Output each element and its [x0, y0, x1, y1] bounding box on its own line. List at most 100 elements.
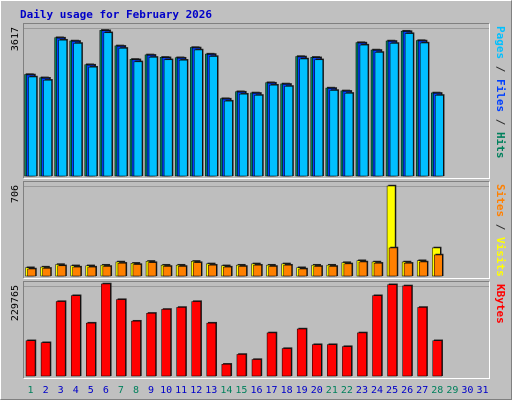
- bar-pages-day-14: [224, 100, 233, 177]
- panel-kbytes: 229765 KBytes: [10, 281, 507, 379]
- bar-kbytes-day-9: [146, 313, 156, 377]
- y-max-label: 3617: [10, 27, 21, 51]
- bar-sites-day-19: [298, 268, 307, 277]
- bar-pages-day-18: [284, 86, 293, 177]
- x-tick-label-day-17: 17: [266, 385, 278, 396]
- bar-kbytes-day-2: [40, 342, 51, 377]
- bar-sites-day-12: [192, 262, 202, 277]
- bar-sites-day-25: [388, 247, 398, 277]
- bar-kbytes-day-1: [25, 340, 36, 377]
- x-tick-label-day-6: 6: [103, 385, 109, 396]
- bar-kbytes-day-28: [432, 340, 443, 377]
- chart-panels: 3617 Pages / Files / Hits 706 Sites / Visit…: [10, 23, 507, 379]
- bar-sites-day-17: [268, 266, 277, 277]
- bar-sites-day-3: [57, 265, 66, 277]
- bar-sites-day-11: [177, 266, 187, 277]
- bar-kbytes-day-8: [131, 320, 141, 377]
- bar-kbytes-day-10: [161, 309, 171, 377]
- bar-kbytes-day-17: [266, 332, 277, 377]
- bar-pages-day-22: [344, 93, 354, 177]
- bar-pages-day-17: [269, 84, 278, 177]
- bar-kbytes-day-13: [206, 322, 217, 377]
- bar-sites-day-22: [343, 263, 353, 277]
- bar-pages-day-26: [404, 33, 414, 177]
- x-tick-label-day-3: 3: [58, 385, 64, 396]
- x-tick-label-day-21: 21: [326, 385, 338, 396]
- bar-pages-day-25: [389, 43, 399, 177]
- bar-kbytes-day-25: [387, 284, 397, 377]
- chart-title: Daily usage for February 2026: [20, 8, 212, 21]
- panel-frame-bottom-right: [23, 181, 490, 279]
- x-tick-label-day-22: 22: [341, 385, 353, 396]
- x-tick-label-day-13: 13: [205, 385, 217, 396]
- bar-kbytes-day-7: [116, 299, 126, 377]
- bar-pages-day-13: [209, 56, 218, 177]
- x-tick-label-day-25: 25: [386, 385, 398, 396]
- bar-pages-day-12: [193, 49, 203, 177]
- legend-part: /: [494, 59, 507, 79]
- x-tick-label-day-26: 26: [401, 385, 413, 396]
- bar-sites-day-9: [147, 262, 157, 277]
- legend-part: /: [494, 112, 507, 132]
- bar-kbytes-day-26: [402, 285, 412, 377]
- bar-sites-day-6: [102, 266, 112, 277]
- bar-pages-day-9: [148, 57, 158, 177]
- bar-sites-day-2: [42, 268, 51, 277]
- panel-frame-bottom-right: [23, 281, 490, 379]
- legend-part: /: [494, 217, 507, 237]
- series-legend-label: KBytes: [494, 284, 507, 324]
- panel-hits_files_pages: 3617 Pages / Files / Hits: [10, 23, 507, 179]
- panel-frame-top-left: [23, 181, 490, 279]
- bar-pages-day-10: [163, 59, 173, 177]
- x-tick-label-day-8: 8: [133, 385, 139, 396]
- bar-pages-day-7: [118, 48, 128, 177]
- bar-kbytes-day-24: [372, 295, 382, 377]
- bar-pages-day-20: [314, 59, 324, 177]
- bar-pages-day-3: [58, 39, 67, 177]
- x-tick-label-day-1: 1: [28, 385, 34, 396]
- x-tick-label-day-5: 5: [88, 385, 94, 396]
- bar-sites-day-26: [403, 263, 413, 277]
- series-legend-label: Sites / Visits: [494, 184, 507, 277]
- bar-sites-day-13: [208, 264, 217, 277]
- bar-kbytes-day-20: [312, 344, 322, 377]
- bar-kbytes-day-11: [176, 307, 186, 377]
- bar-pages-day-19: [299, 58, 308, 177]
- panel-visits_sites: 706 Sites / Visits: [10, 181, 507, 279]
- bar-pages-day-23: [359, 44, 369, 177]
- legend-part: Pages: [494, 26, 507, 59]
- x-tick-label-day-11: 11: [175, 385, 187, 396]
- x-tick-label-day-12: 12: [190, 385, 202, 396]
- legend-part: Files: [494, 79, 507, 112]
- bar-kbytes-day-5: [86, 322, 96, 377]
- y-max-label: 229765: [10, 285, 21, 321]
- bar-kbytes-day-23: [357, 332, 367, 377]
- bar-pages-day-16: [254, 95, 263, 177]
- legend-part: KBytes: [494, 284, 507, 324]
- bar-sites-day-1: [27, 268, 36, 277]
- legend-part: Hits: [494, 132, 507, 159]
- bar-kbytes-day-16: [251, 359, 262, 377]
- bar-kbytes-day-12: [191, 301, 201, 377]
- bar-pages-day-27: [419, 42, 429, 177]
- bar-sites-day-4: [72, 266, 81, 277]
- bar-sites-day-10: [162, 266, 172, 277]
- bar-kbytes-day-21: [327, 344, 337, 377]
- bar-pages-day-2: [43, 80, 52, 177]
- bar-sites-day-5: [87, 266, 97, 277]
- bar-sites-day-27: [418, 261, 428, 277]
- x-tick-label-day-16: 16: [250, 385, 262, 396]
- bar-pages-day-24: [374, 52, 384, 177]
- bar-sites-day-18: [283, 264, 292, 277]
- bar-sites-day-28: [434, 254, 443, 277]
- series-legend-label: Pages / Files / Hits: [494, 26, 507, 159]
- bar-kbytes-day-19: [296, 328, 307, 377]
- bar-kbytes-day-22: [342, 346, 352, 377]
- x-tick-label-day-31: 31: [476, 385, 488, 396]
- bar-kbytes-day-15: [236, 354, 247, 377]
- panel-frame-bottom-right: [23, 23, 490, 179]
- x-tick-label-day-2: 2: [43, 385, 49, 396]
- panel-frame-top-left: [23, 23, 490, 179]
- x-tick-label-day-14: 14: [220, 385, 232, 396]
- x-tick-label-day-29: 29: [446, 385, 458, 396]
